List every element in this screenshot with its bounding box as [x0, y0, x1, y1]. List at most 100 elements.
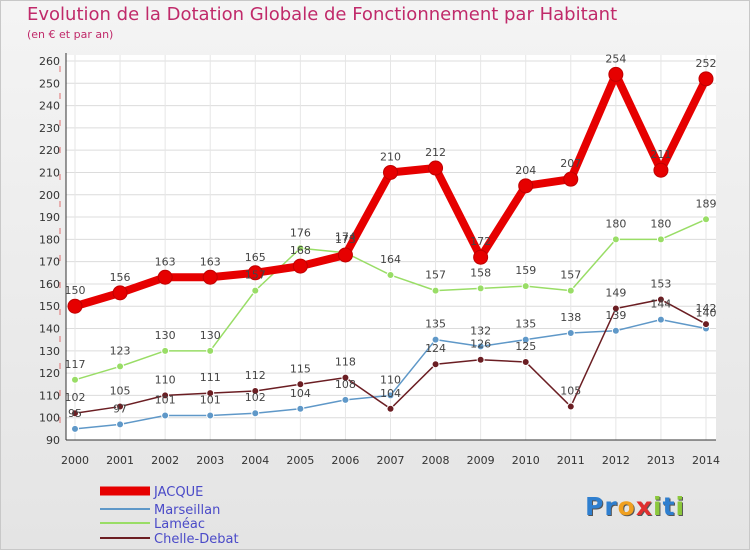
- logo-letter: x: [635, 492, 653, 521]
- data-label: 211: [650, 148, 671, 161]
- data-label: 101: [155, 393, 176, 406]
- data-label: 110: [155, 373, 176, 386]
- data-label: 132: [470, 324, 491, 337]
- data-label: 165: [245, 251, 266, 264]
- y-tick-label: 90: [46, 434, 60, 447]
- data-point: [428, 160, 444, 176]
- data-point: [296, 380, 305, 389]
- proxiti-logo: Proxiti: [585, 492, 685, 521]
- x-tick-label: 2003: [196, 454, 224, 467]
- data-point: [521, 335, 530, 344]
- data-point: [608, 66, 624, 82]
- data-point: [702, 320, 710, 329]
- y-tick-label: 220: [39, 144, 60, 157]
- data-point: [116, 362, 125, 371]
- x-tick-label: 2008: [422, 454, 450, 467]
- legend-label: JACQUE: [153, 485, 203, 500]
- x-tick-label: 2013: [647, 454, 675, 467]
- y-tick-label: 200: [39, 189, 60, 202]
- logo-letter: r: [604, 492, 618, 521]
- data-label: 140: [696, 307, 717, 320]
- data-label: 163: [200, 255, 221, 268]
- data-label: 149: [605, 286, 626, 299]
- data-point: [251, 286, 260, 295]
- data-label: 105: [560, 385, 581, 398]
- data-point: [251, 409, 260, 418]
- data-point: [386, 271, 395, 280]
- data-label: 126: [470, 338, 491, 351]
- data-label: 95: [68, 407, 82, 420]
- data-label: 101: [200, 393, 221, 406]
- data-point: [431, 335, 440, 344]
- data-point: [251, 386, 260, 395]
- data-label: 207: [560, 157, 581, 170]
- data-point: [116, 402, 125, 411]
- data-point: [112, 285, 128, 301]
- data-label: 180: [650, 217, 671, 230]
- data-point: [292, 258, 308, 274]
- data-point: [476, 355, 485, 364]
- data-point: [206, 411, 215, 420]
- data-label: 156: [110, 271, 131, 284]
- data-label: 104: [380, 387, 401, 400]
- data-label: 135: [425, 318, 446, 331]
- data-point: [521, 282, 530, 291]
- data-point: [476, 284, 485, 293]
- data-label: 124: [425, 342, 446, 355]
- y-tick-label: 150: [39, 300, 60, 313]
- data-label: 117: [65, 358, 86, 371]
- data-point: [202, 269, 218, 285]
- data-label: 110: [380, 373, 401, 386]
- data-label: 105: [110, 385, 131, 398]
- data-label: 174: [335, 231, 356, 244]
- data-label: 158: [470, 266, 491, 279]
- data-point: [611, 326, 620, 335]
- y-tick-label: 170: [39, 256, 60, 269]
- data-label: 115: [290, 362, 311, 375]
- data-point: [206, 346, 215, 355]
- logo-letter: t: [662, 492, 676, 521]
- data-label: 150: [65, 284, 86, 297]
- x-tick-label: 2009: [467, 454, 495, 467]
- data-point: [296, 404, 305, 413]
- data-point: [71, 424, 79, 433]
- data-label: 142: [696, 302, 717, 315]
- data-point: [116, 420, 125, 429]
- x-tick-label: 2010: [512, 454, 540, 467]
- data-point: [566, 328, 575, 337]
- data-label: 108: [335, 378, 356, 391]
- data-label: 144: [650, 298, 671, 311]
- data-point: [386, 391, 395, 400]
- logo-letter: i: [653, 492, 663, 521]
- data-point: [206, 389, 215, 398]
- data-label: 111: [200, 371, 221, 384]
- legend-label: Marseillan: [154, 503, 220, 518]
- logo-letter: i: [675, 492, 686, 521]
- data-label: 172: [470, 235, 491, 248]
- x-tick-label: 2001: [106, 454, 134, 467]
- data-point: [521, 357, 530, 366]
- data-point: [161, 391, 170, 400]
- data-label: 157: [560, 269, 581, 282]
- data-point: [386, 404, 395, 413]
- data-point: [476, 342, 485, 351]
- y-tick-label: 190: [39, 211, 60, 224]
- data-label: 123: [110, 344, 131, 357]
- x-tick-label: 2006: [331, 454, 359, 467]
- data-label: 159: [515, 264, 536, 277]
- x-tick-label: 2002: [151, 454, 179, 467]
- data-label: 176: [290, 226, 311, 239]
- data-point: [656, 295, 665, 304]
- data-label: 102: [65, 391, 86, 404]
- data-label: 189: [696, 197, 717, 210]
- data-label: 135: [515, 318, 536, 331]
- data-label: 210: [380, 150, 401, 163]
- y-tick-label: 160: [39, 278, 60, 291]
- x-tick-label: 2012: [602, 454, 630, 467]
- data-point: [161, 411, 170, 420]
- data-point: [566, 286, 575, 295]
- data-point: [611, 235, 620, 244]
- y-tick-label: 130: [39, 345, 60, 358]
- data-point: [71, 409, 79, 418]
